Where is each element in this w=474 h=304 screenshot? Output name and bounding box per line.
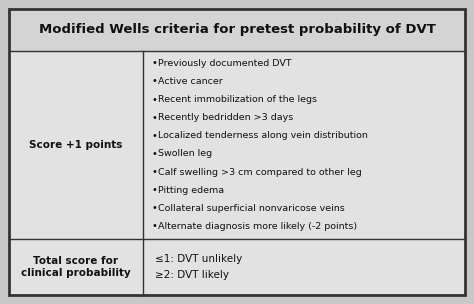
Text: Total score for
clinical probability: Total score for clinical probability [21, 256, 131, 278]
Bar [9, 50, 465, 239]
Text: •: • [152, 203, 158, 213]
Text: Previously documented DVT: Previously documented DVT [158, 59, 292, 68]
Text: •: • [152, 149, 158, 159]
Text: Score +1 points: Score +1 points [29, 140, 123, 150]
Bar [9, 9, 465, 50]
Text: •: • [152, 131, 158, 141]
Text: Collateral superficial nonvaricose veins: Collateral superficial nonvaricose veins [158, 204, 345, 213]
Text: •: • [152, 167, 158, 177]
Text: Alternate diagnosis more likely (-2 points): Alternate diagnosis more likely (-2 poin… [158, 222, 357, 231]
Text: •: • [152, 221, 158, 231]
Text: •: • [152, 76, 158, 86]
Text: Recently bedridden >3 days: Recently bedridden >3 days [158, 113, 294, 122]
Text: •: • [152, 113, 158, 123]
Text: Localized tenderness along vein distribution: Localized tenderness along vein distribu… [158, 131, 368, 140]
Text: Swollen leg: Swollen leg [158, 150, 213, 158]
Text: •: • [152, 95, 158, 105]
Text: ≤1: DVT unlikely: ≤1: DVT unlikely [155, 254, 242, 264]
Text: ≥2: DVT likely: ≥2: DVT likely [155, 270, 229, 280]
Text: Calf swelling >3 cm compared to other leg: Calf swelling >3 cm compared to other le… [158, 168, 362, 177]
Bar [9, 239, 465, 295]
Text: •: • [152, 58, 158, 68]
Text: Active cancer: Active cancer [158, 77, 223, 86]
Text: •: • [152, 185, 158, 195]
Text: Pitting edema: Pitting edema [158, 186, 225, 195]
Text: Modified Wells criteria for pretest probability of DVT: Modified Wells criteria for pretest prob… [38, 23, 436, 36]
Text: Recent immobilization of the legs: Recent immobilization of the legs [158, 95, 318, 104]
